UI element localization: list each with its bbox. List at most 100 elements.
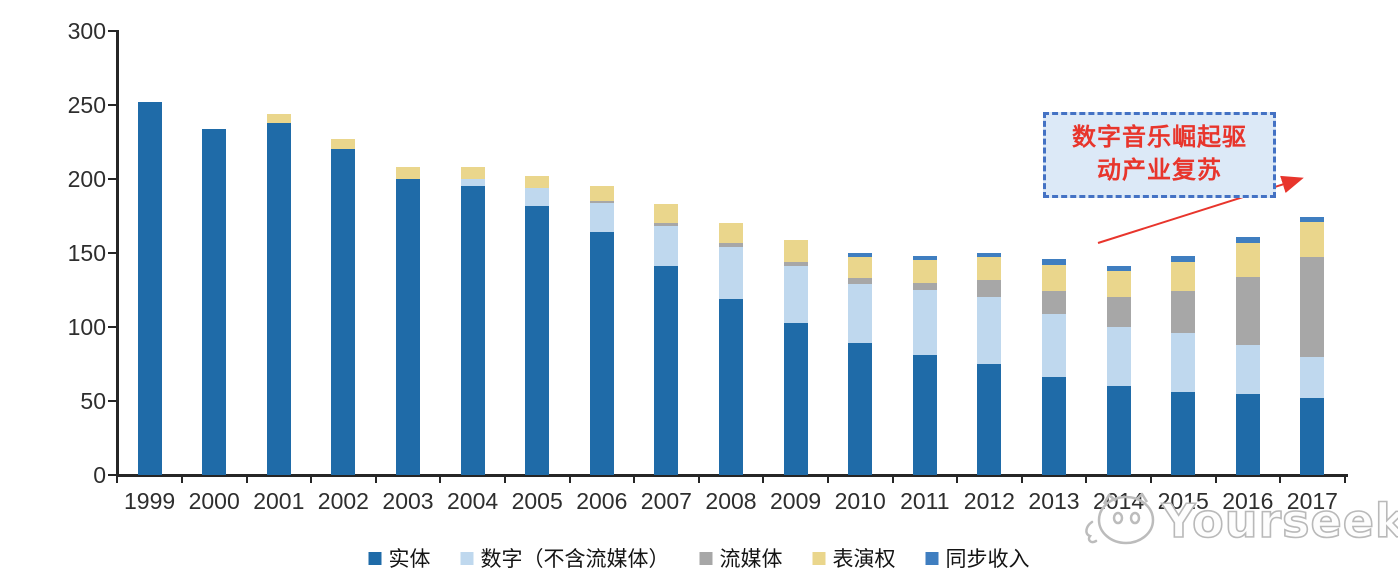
bar-segment-2015: [1171, 255, 1196, 262]
bar-segment-2015: [1171, 291, 1196, 333]
bar-segment-2014: [1106, 386, 1131, 475]
x-axis-tick: [1214, 475, 1217, 483]
y-axis-tick: [108, 178, 117, 180]
legend-item: 流媒体: [699, 543, 783, 573]
bar-segment-2016: [1235, 242, 1260, 277]
bar-segment-2012: [977, 253, 1002, 258]
bar-segment-2011: [912, 355, 937, 475]
legend-swatch-icon: [699, 551, 713, 565]
y-axis-label: 300: [67, 18, 106, 44]
annotation-text-line2: 动产业复苏: [1097, 158, 1222, 184]
x-axis-tick: [439, 475, 442, 483]
bar-segment-2014: [1106, 327, 1131, 387]
bar-segment-2012: [977, 297, 1002, 364]
x-axis-tick: [891, 475, 894, 483]
x-axis-tick: [374, 475, 377, 483]
x-axis-tick: [633, 475, 636, 483]
x-axis-tick: [568, 475, 571, 483]
bar-segment-2008: [719, 242, 743, 248]
x-axis-label: 2000: [188, 488, 240, 514]
x-axis-tick: [762, 475, 765, 483]
bar-segment-2007: [654, 204, 679, 224]
bar-segment-2005: [525, 205, 550, 475]
legend-label: 实体: [388, 547, 431, 571]
watermark-logo-icon: [1085, 492, 1155, 545]
bar-segment-2009: [783, 239, 808, 262]
bar-segment-2009: [783, 322, 808, 475]
x-axis-tick: [180, 475, 183, 483]
bar-segment-2007: [654, 266, 679, 475]
legend-label: 同步收入: [945, 547, 1030, 571]
x-axis-label: 2007: [640, 488, 692, 514]
y-axis-line: [116, 30, 119, 477]
x-axis-label: 2015: [1157, 488, 1209, 514]
bar-segment-2014: [1106, 266, 1131, 271]
x-axis-label: 2010: [834, 488, 886, 514]
legend-item: 数字（不含流媒体）: [460, 543, 670, 573]
legend-item: 表演权: [812, 543, 896, 573]
bar-segment-2001: [266, 122, 291, 475]
x-axis-tick: [826, 475, 829, 483]
bar-segment-2016: [1235, 393, 1260, 475]
x-axis-label: 2011: [900, 488, 950, 514]
bar-segment-2017: [1300, 356, 1325, 399]
legend-label: 流媒体: [719, 547, 783, 571]
x-axis-label: 2006: [576, 488, 628, 514]
annotation-callout: 数字音乐崛起驱 动产业复苏: [1043, 112, 1276, 198]
bar-segment-2010: [848, 343, 873, 475]
x-axis-label: 2003: [382, 488, 434, 514]
bar-segment-1999: [137, 102, 162, 475]
bar-segment-2008: [719, 223, 743, 243]
x-axis-tick: [310, 475, 313, 483]
bar-segment-2003: [396, 179, 420, 475]
y-axis-tick: [108, 474, 117, 476]
y-axis-tick: [108, 326, 117, 328]
bar-segment-2007: [654, 226, 679, 267]
y-axis-label: 0: [93, 462, 106, 488]
bar-segment-2009: [783, 266, 808, 323]
x-axis-label: 2016: [1222, 488, 1274, 514]
bar-segment-2003: [396, 167, 420, 179]
bar-segment-2005: [525, 176, 550, 188]
legend-label: 表演权: [832, 547, 896, 571]
bar-segment-2015: [1171, 332, 1196, 393]
bar-segment-2010: [848, 253, 873, 258]
legend-item: 实体: [368, 543, 431, 573]
bar-segment-2011: [912, 290, 937, 356]
bar-segment-2013: [1042, 377, 1066, 475]
y-axis-label: 100: [67, 314, 106, 340]
bar-segment-2012: [977, 279, 1002, 298]
bar-segment-2013: [1042, 258, 1066, 265]
bar-segment-2014: [1106, 270, 1131, 298]
bar-segment-2006: [589, 232, 614, 475]
annotation-text-line1: 数字音乐崛起驱: [1072, 125, 1247, 151]
x-axis-label: 2013: [1028, 488, 1080, 514]
bar-segment-2004: [460, 179, 485, 187]
bar-segment-2000: [202, 128, 227, 475]
y-axis-tick: [108, 400, 117, 402]
x-axis-label: 2012: [963, 488, 1015, 514]
x-axis-label: 2008: [705, 488, 757, 514]
bar-segment-2013: [1042, 313, 1066, 378]
bar-segment-2011: [912, 260, 937, 283]
x-axis-label: 2017: [1286, 488, 1338, 514]
legend-swatch-icon: [925, 551, 939, 565]
x-axis-tick: [116, 475, 119, 483]
bar-segment-2010: [848, 278, 873, 285]
bar-segment-2006: [589, 202, 614, 233]
bar-segment-2005: [525, 187, 550, 206]
bar-segment-2006: [589, 186, 614, 202]
legend-swatch-icon: [368, 551, 382, 565]
y-axis-label: 150: [67, 240, 106, 266]
watermark-brand: Yourseeker: [1161, 493, 1398, 549]
bar-segment-2013: [1042, 291, 1066, 314]
x-axis-tick: [956, 475, 959, 483]
bar-segment-2012: [977, 257, 1002, 280]
legend-swatch-icon: [460, 551, 474, 565]
legend-label: 数字（不含流媒体）: [480, 547, 670, 571]
x-axis-tick: [245, 475, 248, 483]
x-axis-label: 2004: [447, 488, 499, 514]
bar-segment-2008: [719, 298, 743, 475]
x-axis-label: 2002: [317, 488, 369, 514]
